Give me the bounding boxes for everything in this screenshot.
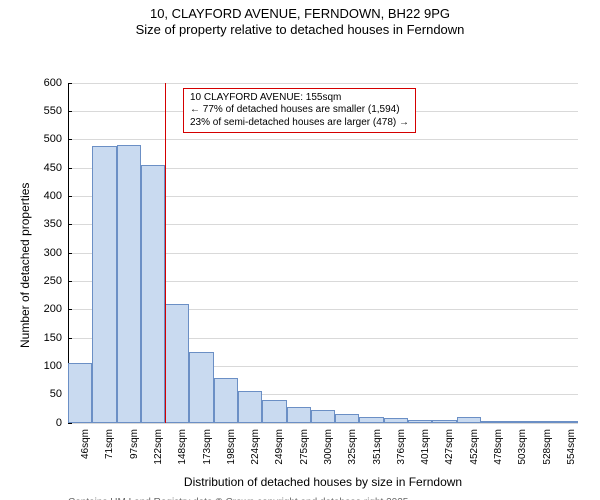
histogram-bar	[214, 378, 238, 422]
chart-title-line1: 10, CLAYFORD AVENUE, FERNDOWN, BH22 9PG	[0, 6, 600, 22]
y-tick-label: 500	[44, 133, 68, 145]
y-tick-label: 50	[50, 388, 68, 400]
x-tick-label: 351sqm	[372, 429, 383, 465]
x-tick-label: 71sqm	[104, 429, 115, 459]
y-tick-label: 150	[44, 332, 68, 344]
histogram-bar	[554, 421, 578, 423]
x-tick-label: 148sqm	[177, 429, 188, 465]
y-tick-label: 400	[44, 190, 68, 202]
histogram-bar	[92, 146, 116, 423]
chart-title-line2: Size of property relative to detached ho…	[0, 22, 600, 38]
histogram-bar	[529, 421, 553, 423]
histogram-bar	[359, 417, 383, 423]
x-tick-label: 173sqm	[202, 429, 213, 465]
x-tick-label: 554sqm	[566, 429, 577, 465]
x-tick-label: 376sqm	[396, 429, 407, 465]
x-tick-label: 427sqm	[444, 429, 455, 465]
annotation-line3: 23% of semi-detached houses are larger (…	[190, 117, 409, 130]
x-tick-label: 122sqm	[153, 429, 164, 465]
x-tick-label: 401sqm	[420, 429, 431, 465]
histogram-bar	[141, 165, 165, 423]
gridline	[68, 423, 578, 424]
x-tick-label: 300sqm	[323, 429, 334, 465]
y-tick-label: 0	[56, 417, 68, 429]
histogram-bar	[311, 410, 335, 422]
histogram-bar	[384, 418, 408, 423]
reference-line	[165, 83, 166, 423]
x-tick-label: 224sqm	[250, 429, 261, 465]
gridline	[68, 83, 578, 84]
gridline	[68, 139, 578, 140]
footer-attribution: Contains HM Land Registry data © Crown c…	[68, 497, 450, 500]
x-tick-label: 478sqm	[493, 429, 504, 465]
y-tick-label: 200	[44, 303, 68, 315]
footer-line1: Contains HM Land Registry data © Crown c…	[68, 497, 450, 500]
histogram-bar	[432, 420, 456, 422]
histogram-bar	[262, 400, 286, 423]
histogram-bar	[505, 421, 529, 423]
plot-area: 05010015020025030035040045050055060046sq…	[68, 83, 578, 423]
histogram-bar	[68, 363, 92, 423]
y-tick-label: 300	[44, 247, 68, 259]
x-axis-label: Distribution of detached houses by size …	[68, 475, 578, 489]
y-tick-label: 350	[44, 218, 68, 230]
histogram-bar	[457, 417, 481, 423]
histogram-bar	[287, 407, 311, 423]
annotation-line1: 10 CLAYFORD AVENUE: 155sqm	[190, 92, 409, 105]
histogram-bar	[117, 145, 141, 423]
x-tick-label: 275sqm	[299, 429, 310, 465]
histogram-bar	[481, 421, 505, 423]
chart-title-block: 10, CLAYFORD AVENUE, FERNDOWN, BH22 9PG …	[0, 0, 600, 39]
histogram-bar	[238, 391, 262, 422]
x-tick-label: 452sqm	[469, 429, 480, 465]
annotation-line2: ← 77% of detached houses are smaller (1,…	[190, 104, 409, 117]
y-tick-label: 100	[44, 360, 68, 372]
y-tick-label: 550	[44, 105, 68, 117]
y-tick-label: 600	[44, 77, 68, 89]
histogram-bar	[189, 352, 213, 423]
x-tick-label: 97sqm	[129, 429, 140, 459]
x-tick-label: 503sqm	[517, 429, 528, 465]
y-tick-label: 250	[44, 275, 68, 287]
x-tick-label: 46sqm	[80, 429, 91, 459]
y-tick-label: 450	[44, 162, 68, 174]
annotation-box: 10 CLAYFORD AVENUE: 155sqm← 77% of detac…	[183, 88, 416, 134]
x-tick-label: 249sqm	[274, 429, 285, 465]
x-tick-label: 528sqm	[542, 429, 553, 465]
histogram-bar	[335, 414, 359, 423]
x-tick-label: 325sqm	[347, 429, 358, 465]
histogram-bar	[165, 304, 189, 423]
histogram-bar	[408, 420, 432, 423]
x-tick-label: 198sqm	[226, 429, 237, 465]
y-axis-label: Number of detached properties	[18, 182, 32, 347]
